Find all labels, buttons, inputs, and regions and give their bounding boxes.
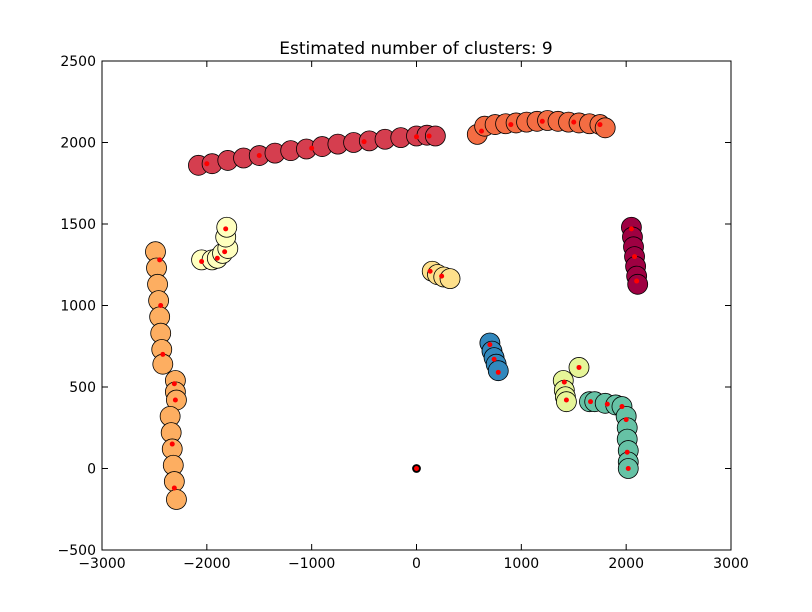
cluster-center-0 (204, 161, 210, 167)
cluster-center-35 (619, 404, 625, 410)
cluster-center-23 (157, 257, 163, 263)
cluster-center-29 (171, 485, 177, 491)
cluster-center-12 (632, 254, 638, 260)
cluster-center-24 (158, 303, 164, 308)
cluster-center-37 (624, 449, 630, 455)
cluster-center-14 (487, 342, 493, 348)
x-tick-label: 3000 (713, 556, 749, 572)
cluster-4-point-3 (439, 268, 461, 290)
x-tick-label: 1000 (504, 556, 540, 572)
cluster-center-31 (563, 397, 569, 403)
cluster-1-point-13 (594, 117, 616, 139)
x-axis-ticks: −3000 −2000 −1000 0 1000 2000 3000 (78, 61, 749, 572)
cluster-center-38 (625, 466, 631, 471)
cluster-2-point-6 (627, 273, 649, 295)
cluster-center-2 (309, 145, 315, 151)
x-tick-label: −3000 (78, 556, 125, 572)
cluster-6-point-16 (166, 489, 187, 510)
cluster-center-5 (426, 133, 432, 139)
y-tick-label: 2000 (60, 136, 96, 152)
cluster-center-8 (539, 118, 545, 124)
cluster-center-22 (223, 226, 229, 232)
cluster-center-17 (427, 268, 433, 274)
cluster-center-10 (597, 122, 603, 128)
cluster-center-1 (256, 153, 262, 159)
y-tick-label: 1500 (60, 217, 96, 233)
y-tick-label: 0 (87, 462, 96, 478)
cluster-center-28 (169, 441, 175, 447)
cluster-center-30 (561, 379, 567, 385)
cluster-points (145, 110, 649, 510)
cluster-center-26 (171, 381, 177, 387)
cluster-center-32 (576, 364, 582, 370)
y-tick-label: 2500 (60, 54, 96, 70)
cluster-center-25 (160, 351, 166, 357)
cluster-center-3 (361, 139, 367, 145)
cluster-0-point-16 (424, 125, 446, 147)
cluster-center-20 (214, 255, 220, 261)
y-tick-label: 1000 (60, 299, 96, 315)
y-tick-label: −500 (58, 543, 96, 559)
cluster-center-21 (222, 249, 228, 255)
cluster-center-15 (491, 356, 497, 362)
cluster-center-6 (478, 128, 484, 134)
cluster-center-16 (495, 369, 501, 375)
cluster-center-19 (199, 258, 205, 264)
x-tick-label: −2000 (183, 556, 230, 572)
cluster-center-36 (623, 417, 629, 423)
cluster-center-39 (414, 466, 419, 471)
y-tick-label: 500 (69, 380, 96, 396)
cluster-center-27 (172, 397, 178, 403)
cluster-center-9 (571, 119, 577, 125)
x-tick-label: 2000 (608, 556, 644, 572)
cluster-center-11 (628, 226, 634, 232)
cluster-center-34 (604, 401, 610, 407)
cluster-center-7 (508, 122, 514, 128)
cluster-centers (157, 118, 640, 491)
cluster-center-33 (588, 399, 594, 405)
cluster-center-13 (634, 278, 640, 284)
x-tick-label: 0 (412, 556, 421, 572)
cluster-center-4 (414, 134, 419, 140)
chart-title: Estimated number of clusters: 9 (279, 39, 552, 59)
x-tick-label: −1000 (288, 556, 335, 572)
cluster-center-18 (439, 273, 445, 279)
cluster-6-point-7 (152, 353, 174, 375)
y-axis-ticks: −500 0 500 1000 1500 2000 2500 (58, 54, 731, 559)
